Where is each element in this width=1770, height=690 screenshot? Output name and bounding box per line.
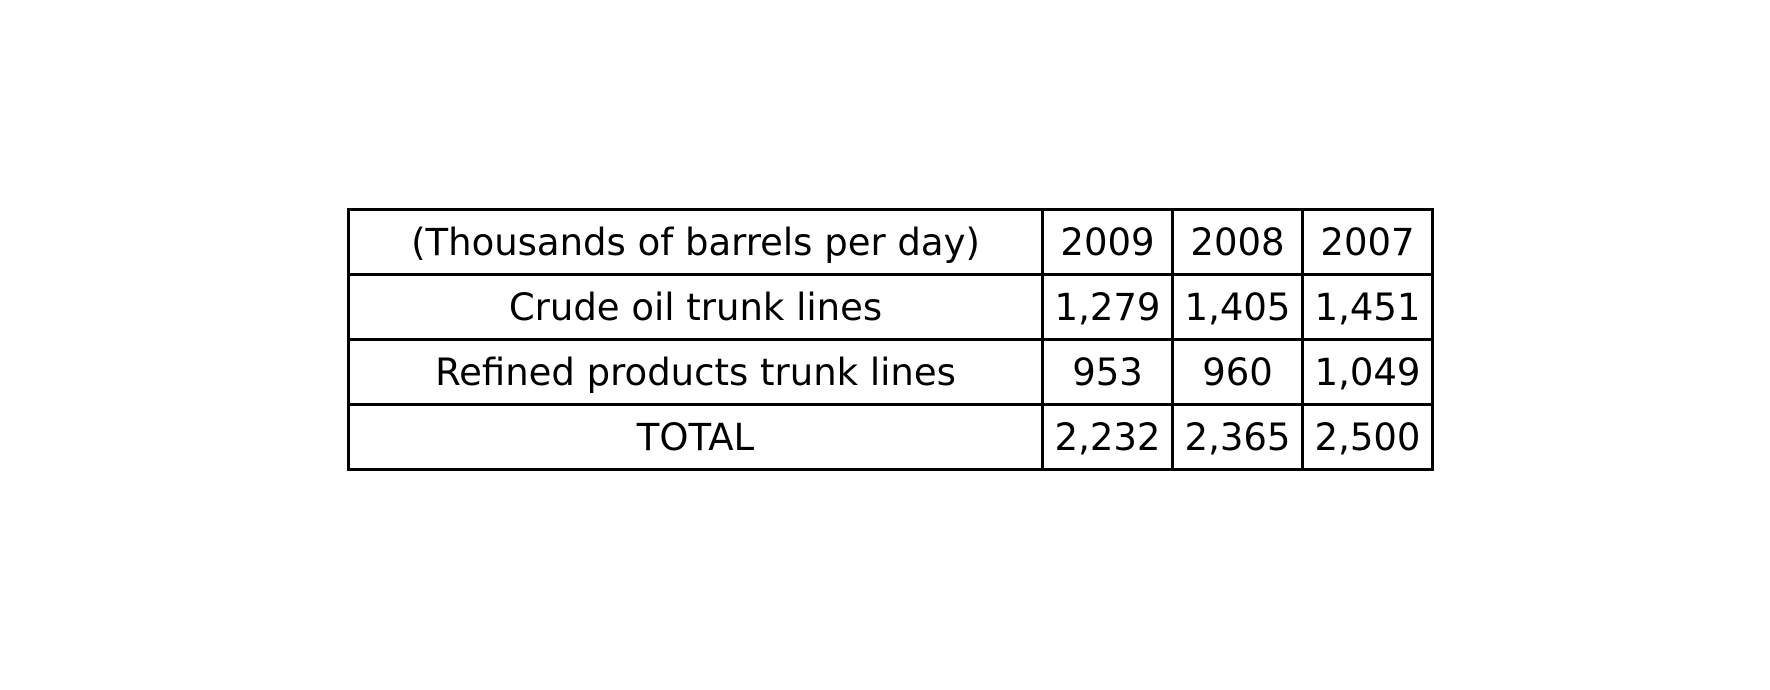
row-label: Refined products trunk lines: [347, 338, 1044, 406]
table-cell: 2,232: [1041, 403, 1174, 471]
row-label: Crude oil trunk lines: [347, 273, 1044, 341]
data-table: (Thousands of barrels per day) 2009 2008…: [347, 208, 1434, 471]
total-row: TOTAL 2,232 2,365 2,500: [347, 403, 1434, 471]
table-cell: 1,049: [1301, 338, 1434, 406]
header-row: (Thousands of barrels per day) 2009 2008…: [347, 208, 1434, 276]
header-cell-2007: 2007: [1301, 208, 1434, 276]
table-row: Crude oil trunk lines 1,279 1,405 1,451: [347, 273, 1434, 341]
header-cell-2009: 2009: [1041, 208, 1174, 276]
table-cell: 960: [1171, 338, 1304, 406]
table-cell: 1,279: [1041, 273, 1174, 341]
header-cell-2008: 2008: [1171, 208, 1304, 276]
table-cell: 2,365: [1171, 403, 1304, 471]
row-label: TOTAL: [347, 403, 1044, 471]
header-cell-unit: (Thousands of barrels per day): [347, 208, 1044, 276]
table-row: Refined products trunk lines 953 960 1,0…: [347, 338, 1434, 406]
table-cell: 1,405: [1171, 273, 1304, 341]
table-cell: 2,500: [1301, 403, 1434, 471]
table-cell: 953: [1041, 338, 1174, 406]
table-cell: 1,451: [1301, 273, 1434, 341]
